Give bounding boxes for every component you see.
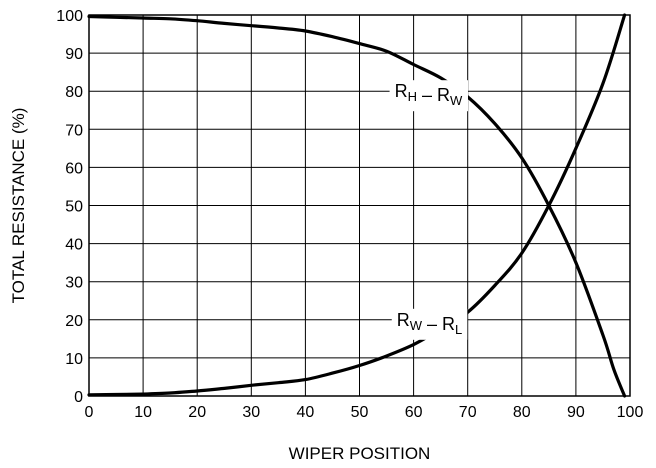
- y-tick-label: 80: [65, 84, 83, 101]
- x-axis-title: WIPER POSITION: [289, 444, 431, 463]
- series-line-rw-rl: [87, 13, 627, 397]
- series-label-backing: [391, 308, 468, 340]
- curves: [87, 13, 627, 398]
- series-line-rh-rw: [87, 14, 627, 398]
- y-tick-label: 30: [65, 275, 83, 292]
- series-label-text: RH – RW: [395, 81, 463, 108]
- y-tick-label: 60: [65, 160, 83, 177]
- x-tick-label: 100: [617, 404, 644, 421]
- y-tick-label: 0: [74, 389, 83, 406]
- y-tick-label: 100: [56, 8, 83, 25]
- x-tick-label: 30: [242, 404, 260, 421]
- x-tick-label: 90: [567, 404, 585, 421]
- y-axis-title: TOTAL RESISTANCE (%): [9, 108, 28, 304]
- series-label-rh-rw: RH – RW: [389, 80, 469, 112]
- y-tick-label: 90: [65, 46, 83, 63]
- y-tick-label: 50: [65, 199, 83, 216]
- y-tick-label: 20: [65, 313, 83, 330]
- series-label-backing: [389, 80, 469, 112]
- series-label-rw-rl: RW – RL: [391, 308, 468, 340]
- grid: [88, 14, 631, 397]
- x-tick-label: 40: [297, 404, 315, 421]
- y-tick-label: 70: [65, 122, 83, 139]
- y-tick-label: 40: [65, 237, 83, 254]
- x-tick-label: 70: [459, 404, 477, 421]
- plot-frame: [88, 14, 631, 397]
- x-tick-label: 50: [351, 404, 369, 421]
- x-tick-label: 80: [513, 404, 531, 421]
- series-labels: RH – RW RW – RL: [389, 80, 469, 340]
- tick-labels: 0 10 20 30 40 50 60 70 80 90 100 0 10 20 30 40 50 60 70 80 9…: [56, 8, 643, 421]
- x-tick-label: 0: [85, 404, 94, 421]
- y-tick-label: 10: [65, 351, 83, 368]
- x-tick-label: 60: [405, 404, 423, 421]
- x-tick-label: 10: [134, 404, 152, 421]
- x-tick-label: 20: [188, 404, 206, 421]
- series-label-text: RW – RL: [397, 310, 463, 337]
